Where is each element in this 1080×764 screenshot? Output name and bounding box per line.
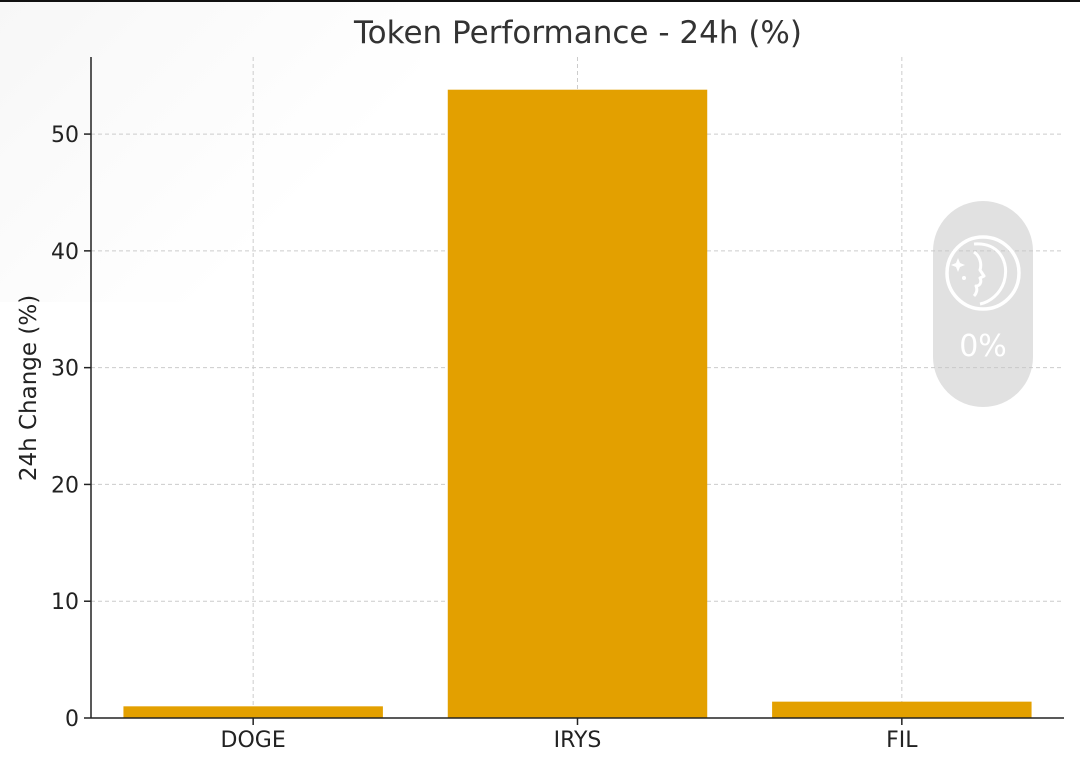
x-tick-label: DOGE	[221, 728, 286, 753]
background-fade	[0, 2, 420, 302]
y-axis-label: 24h Change (%)	[16, 295, 42, 481]
y-tick-label: 20	[51, 473, 79, 498]
y-tick-label: 0	[65, 707, 79, 732]
bars	[123, 89, 1032, 718]
y-tick-label: 10	[51, 590, 79, 615]
bar-doge	[123, 706, 383, 718]
y-tick-label: 50	[51, 123, 79, 148]
progress-widget[interactable]: 0%	[933, 201, 1033, 407]
y-tick-label: 40	[51, 240, 79, 265]
face-profile-icon	[945, 235, 1021, 311]
bar-irys	[447, 89, 708, 718]
progress-percent: 0%	[959, 329, 1007, 364]
x-tick-label: FIL	[886, 728, 918, 753]
axes	[84, 57, 1064, 725]
x-tick-label: IRYS	[554, 728, 602, 753]
top-border	[0, 0, 1080, 2]
tick-labels: 0 10 20 30 40 50 DOGE IRYS FIL	[51, 123, 918, 753]
y-tick-label: 30	[51, 357, 79, 382]
bar-fil	[772, 701, 1032, 718]
chart-title: Token Performance - 24h (%)	[353, 15, 802, 51]
